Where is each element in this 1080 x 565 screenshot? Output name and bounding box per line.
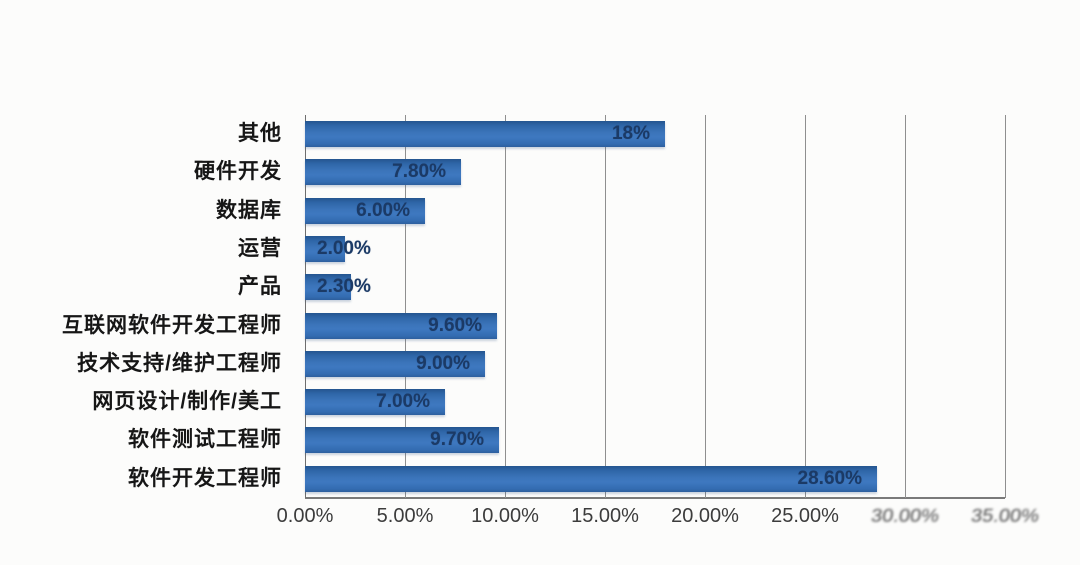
- bar-row: 18%: [305, 115, 1005, 153]
- gridline: [705, 115, 706, 498]
- y-axis-category-labels: 其他硬件开发数据库运营产品互联网软件开发工程师技术支持/维护工程师网页设计/制作…: [0, 115, 292, 498]
- x-tick-label: 25.00%: [771, 505, 839, 527]
- bar[interactable]: [305, 235, 345, 262]
- gridline: [405, 115, 406, 498]
- bar[interactable]: [305, 121, 665, 147]
- x-tick-label: 35.00%: [969, 505, 1041, 527]
- bar[interactable]: [305, 389, 445, 416]
- x-tick-label: 0.00%: [276, 505, 334, 527]
- bar-row: 2.30%: [305, 268, 1005, 306]
- bar-row: 2.00%: [305, 230, 1005, 268]
- bar[interactable]: [305, 465, 877, 492]
- x-tick-label: 30.00%: [869, 505, 941, 527]
- bar-row: 9.60%: [305, 307, 1005, 345]
- x-axis-line: [305, 497, 1005, 499]
- category-label: 产品: [238, 275, 282, 299]
- x-axis-tick-labels: 0.00% 5.00% 10.00% 15.00% 20.00% 25.00% 30.00%…: [0, 505, 1080, 539]
- bar[interactable]: [305, 350, 485, 377]
- category-label: 运营: [238, 236, 282, 260]
- bar-value-label: 7.00%: [376, 391, 430, 413]
- bar-row: 9.70%: [305, 421, 1005, 459]
- bar-row: 28.60%: [305, 460, 1005, 498]
- bar-value-label: 28.60%: [797, 467, 862, 489]
- category-label: 数据库: [216, 198, 282, 222]
- bar[interactable]: [305, 427, 499, 454]
- bar[interactable]: [305, 312, 497, 339]
- category-label: 技术支持/维护工程师: [77, 351, 282, 375]
- bar-value-label: 7.80%: [392, 161, 446, 183]
- gridline: [505, 115, 506, 498]
- bar-value-label: 9.60%: [428, 314, 482, 336]
- bar-value-label: 6.00%: [356, 199, 410, 221]
- x-tick-label: 15.00%: [571, 505, 639, 527]
- gridline: [905, 115, 906, 498]
- bar-value-label: 18%: [611, 123, 650, 144]
- bar-row: 9.00%: [305, 345, 1005, 383]
- bar-row: 6.00%: [305, 192, 1005, 230]
- bar-row: 7.00%: [305, 383, 1005, 421]
- bar[interactable]: [305, 197, 425, 224]
- x-tick-label: 5.00%: [376, 505, 434, 527]
- category-label: 网页设计/制作/美工: [92, 390, 282, 414]
- category-label: 互联网软件开发工程师: [62, 313, 282, 337]
- category-label: 软件开发工程师: [128, 466, 282, 490]
- gridline: [1005, 115, 1006, 498]
- bar[interactable]: [305, 274, 351, 301]
- y-axis-line: [305, 115, 306, 498]
- category-label: 其他: [238, 122, 282, 145]
- category-label: 硬件开发: [194, 160, 282, 184]
- plot-area: 18% 7.80% 6.00% 2.00% 2.30% 9.60% 9.00% 7.00% 9.…: [305, 115, 1006, 499]
- x-tick-label: 20.00%: [671, 505, 739, 527]
- bar[interactable]: [305, 159, 461, 186]
- bar-value-label: 2.30%: [317, 276, 371, 298]
- x-tick-label: 10.00%: [471, 505, 539, 527]
- bar-row: 7.80%: [305, 153, 1005, 191]
- bar-value-label: 2.00%: [317, 237, 371, 259]
- bar-value-label: 9.00%: [416, 352, 470, 374]
- bar-value-label: 9.70%: [430, 429, 484, 451]
- gridline: [605, 115, 606, 498]
- gridline: [805, 115, 806, 498]
- category-label: 软件测试工程师: [128, 428, 282, 452]
